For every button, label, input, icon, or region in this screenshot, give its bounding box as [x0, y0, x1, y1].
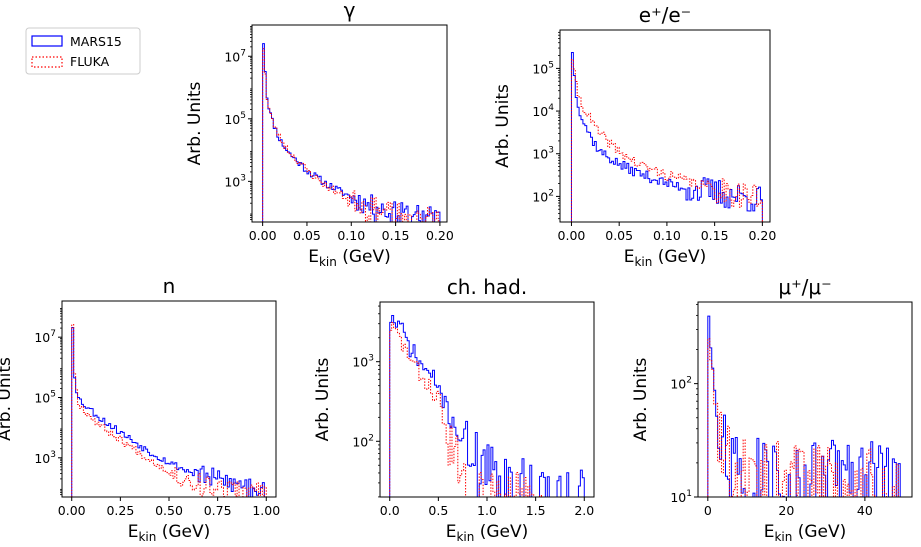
y-tick-label: 102: [532, 188, 554, 204]
series-mars15: [389, 315, 585, 497]
x-tick-label: 0.00: [58, 503, 86, 518]
y-tick-label: 107: [34, 329, 56, 345]
legend-label-fluka: FLUKA: [70, 54, 110, 69]
axes-frame: [559, 29, 771, 223]
x-tick-label: 1.0: [477, 503, 497, 518]
x-tick-label: 0.0: [380, 503, 400, 518]
x-tick-label: 0.05: [605, 228, 633, 243]
y-tick-label: 107: [224, 48, 246, 64]
y-tick-label: 102: [670, 376, 692, 392]
y-tick-label: 105: [34, 389, 56, 405]
axes-frame: [251, 24, 448, 223]
x-tick-label: 0.15: [701, 228, 729, 243]
panel-gamma: 0.00 0.05 0.10 0.15 0.20 103 105 107 γ Ekin (GeV)…: [185, 0, 454, 269]
y-tick-label: 104: [532, 103, 554, 119]
panel-title: μ⁺/μ⁻: [778, 275, 831, 299]
panel-mu-pm: 0 20 40 101 102 μ⁺/μ⁻ Ekin (GeV) Arb. Units: [631, 275, 913, 544]
legend-box: [25, 27, 141, 75]
x-tick-label: 1.5: [526, 503, 546, 518]
x-axis-label: Ekin (GeV): [764, 522, 847, 544]
panel-title: ch. had.: [447, 275, 527, 299]
y-axis-label: Arb. Units: [493, 84, 513, 168]
axes-frame: [697, 301, 913, 498]
x-axis-label: Ekin (GeV): [128, 522, 211, 544]
x-axis-label: Ekin (GeV): [624, 247, 707, 269]
panel-title: γ: [344, 0, 356, 22]
x-tick-label: 0.00: [558, 228, 586, 243]
x-tick-label: 40: [857, 503, 873, 518]
y-axis-label: Arb. Units: [313, 358, 333, 442]
x-tick-label: 0.10: [337, 228, 365, 243]
panel-charged-hadron: 0.0 0.5 1.0 1.5 2.0 102 103 ch. had. Ekin (GeV) A…: [313, 275, 595, 544]
x-tick-label: 0.10: [653, 228, 681, 243]
series-fluka: [71, 324, 267, 497]
x-tick-label: 1.00: [252, 503, 280, 518]
series-mars15: [71, 327, 265, 497]
panel-neutron: 0.00 0.25 0.50 0.75 1.00 103 105 107 n Ekin (GeV)…: [0, 274, 280, 544]
x-tick-label: 0.75: [204, 503, 232, 518]
series-mars15: [262, 43, 441, 222]
y-axis-label: Arb. Units: [0, 357, 15, 441]
y-tick-label: 105: [224, 111, 246, 127]
y-tick-label: 103: [34, 450, 56, 466]
axes-frame: [61, 300, 277, 498]
y-tick-label: 103: [224, 173, 246, 189]
y-axis-label: Arb. Units: [631, 358, 651, 442]
panel-title: n: [163, 274, 176, 298]
x-tick-label: 0.05: [293, 228, 321, 243]
legend: MARS15 FLUKA: [25, 27, 141, 75]
x-tick-label: 0.20: [748, 228, 776, 243]
y-axis-label: Arb. Units: [185, 82, 205, 166]
panel-e-pm: 0.00 0.05 0.10 0.15 0.20 102 103 104 105 e⁺/e⁻ Eki…: [493, 3, 776, 269]
x-tick-label: 20: [778, 503, 794, 518]
x-tick-label: 0: [704, 503, 712, 518]
series-mars15: [570, 51, 763, 222]
legend-swatch-mars15: [31, 35, 63, 47]
x-tick-label: 0.25: [106, 503, 134, 518]
y-tick-label: 103: [532, 146, 554, 162]
x-tick-label: 0.20: [426, 228, 454, 243]
series-fluka: [262, 48, 441, 222]
x-axis-label: Ekin (GeV): [446, 522, 529, 544]
x-tick-label: 0.5: [428, 503, 448, 518]
y-tick-label: 105: [532, 60, 554, 76]
legend-swatch-fluka: [31, 56, 63, 68]
x-tick-label: 0.00: [249, 228, 277, 243]
y-tick-label: 101: [670, 489, 692, 505]
y-tick-label: 102: [352, 433, 374, 449]
series-fluka: [570, 59, 763, 222]
x-tick-label: 2.0: [574, 503, 594, 518]
legend-label-mars15: MARS15: [70, 34, 122, 49]
x-tick-label: 0.50: [155, 503, 183, 518]
x-axis-label: Ekin (GeV): [308, 247, 391, 269]
panel-title: e⁺/e⁻: [639, 3, 691, 27]
x-tick-label: 0.15: [382, 228, 410, 243]
series-fluka: [389, 322, 542, 497]
y-tick-label: 103: [352, 354, 374, 370]
